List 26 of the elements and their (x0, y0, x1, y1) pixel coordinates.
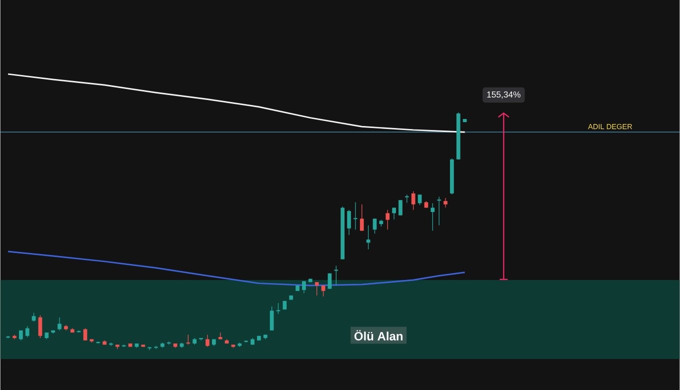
candlestick (372, 218, 377, 234)
candlestick (436, 196, 442, 226)
candlestick (444, 197, 448, 208)
band-label: Ölü Alan (354, 330, 402, 340)
candlestick (154, 345, 158, 350)
candlestick (302, 280, 306, 294)
candlestick (6, 335, 11, 338)
candlestick (206, 334, 210, 348)
candlestick (314, 282, 319, 296)
candlestick (38, 314, 42, 338)
candlestick (392, 207, 396, 220)
candlestick (186, 334, 190, 345)
candlestick (58, 316, 62, 331)
candlestick (411, 190, 416, 210)
candlestick (83, 328, 88, 341)
candlestick (334, 265, 339, 286)
candlestick (328, 272, 332, 289)
candlestick (398, 200, 402, 216)
candlestick (386, 209, 390, 230)
candlestick (360, 204, 364, 231)
candlestick (347, 209, 351, 236)
candlestick (430, 202, 435, 231)
text: 155,34% (487, 91, 520, 98)
candlestick (270, 306, 274, 331)
candlestick (25, 326, 30, 338)
candlestick (352, 202, 358, 230)
